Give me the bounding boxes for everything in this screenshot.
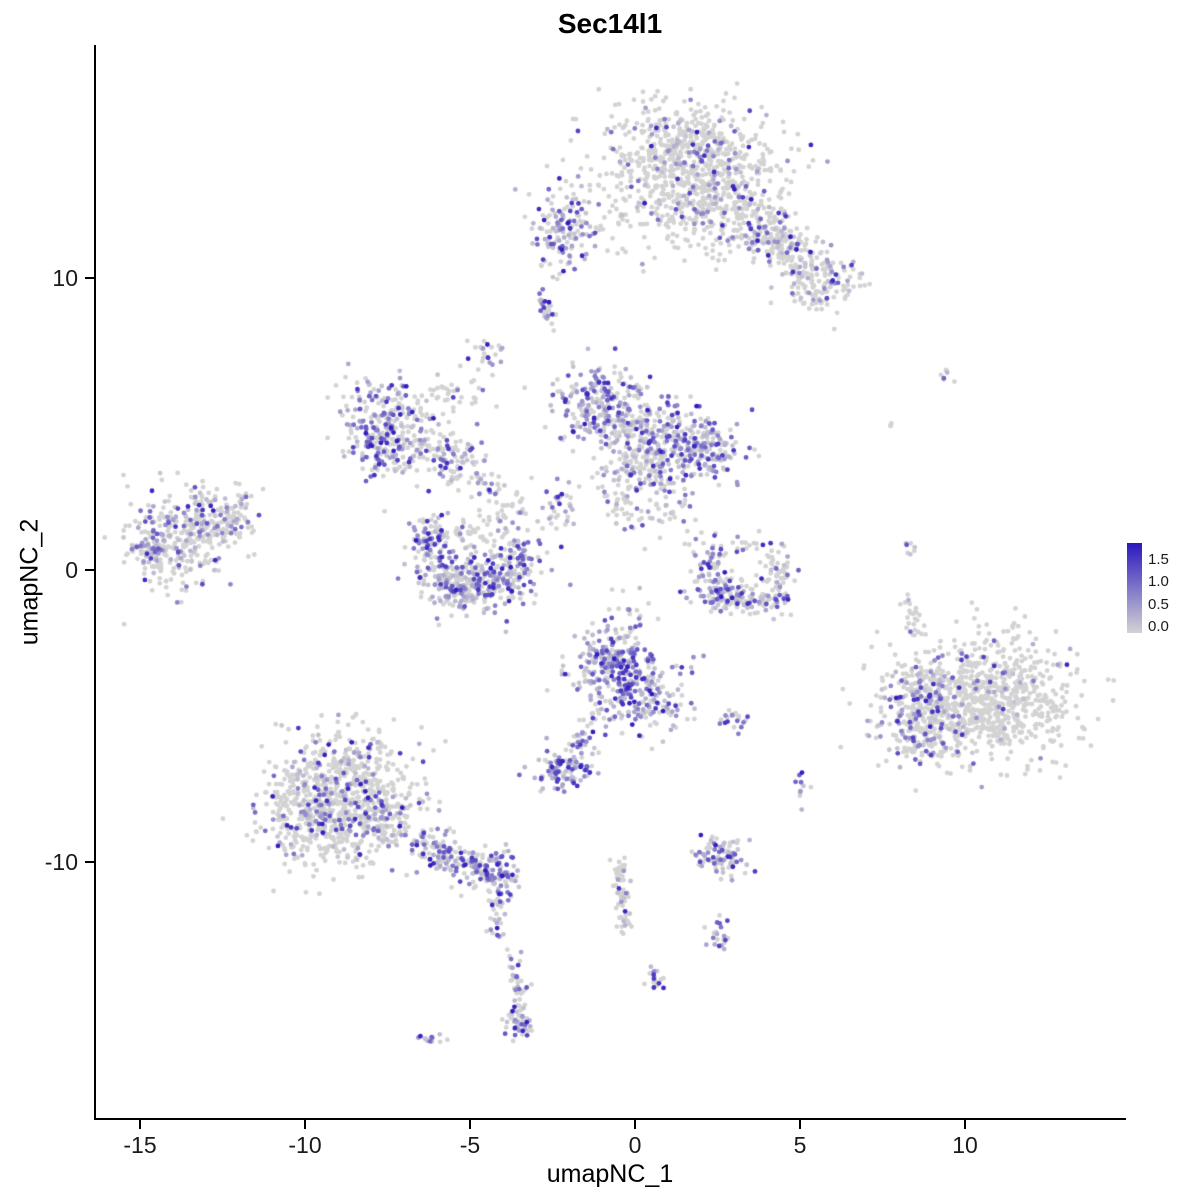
x-tick-mark <box>634 1120 636 1129</box>
x-tick-mark <box>469 1120 471 1129</box>
x-tick-label: -15 <box>123 1132 157 1158</box>
x-tick-label: 0 <box>628 1132 642 1158</box>
y-tick-label: 0 <box>65 557 78 583</box>
x-tick-label: -10 <box>288 1132 322 1158</box>
x-tick-mark <box>964 1120 966 1129</box>
y-axis-line <box>94 45 96 1120</box>
x-tick-label: 5 <box>793 1132 807 1158</box>
x-tick-label: -5 <box>459 1132 481 1158</box>
y-tick-mark <box>85 569 94 571</box>
y-tick-mark <box>85 277 94 279</box>
y-tick-mark <box>85 861 94 863</box>
plot-title: Sec14l1 <box>557 8 663 39</box>
legend-tick-label: 1.0 <box>1148 573 1169 591</box>
legend-tick-label: 1.5 <box>1148 551 1169 569</box>
x-tick-mark <box>139 1120 141 1129</box>
y-tick-label: 10 <box>52 265 78 291</box>
x-axis-line <box>94 1118 1126 1120</box>
legend-gradient-bar <box>1127 543 1142 633</box>
x-axis-title: umapNC_1 <box>546 1160 674 1188</box>
x-tick-label: 10 <box>952 1132 978 1158</box>
y-tick-label: -10 <box>44 849 78 875</box>
x-tick-mark <box>304 1120 306 1129</box>
legend-tick-label: 0.5 <box>1148 595 1169 613</box>
y-axis-title: umapNC_2 <box>15 518 44 646</box>
legend-tick-label: 0.0 <box>1148 618 1169 635</box>
x-tick-mark <box>799 1120 801 1129</box>
